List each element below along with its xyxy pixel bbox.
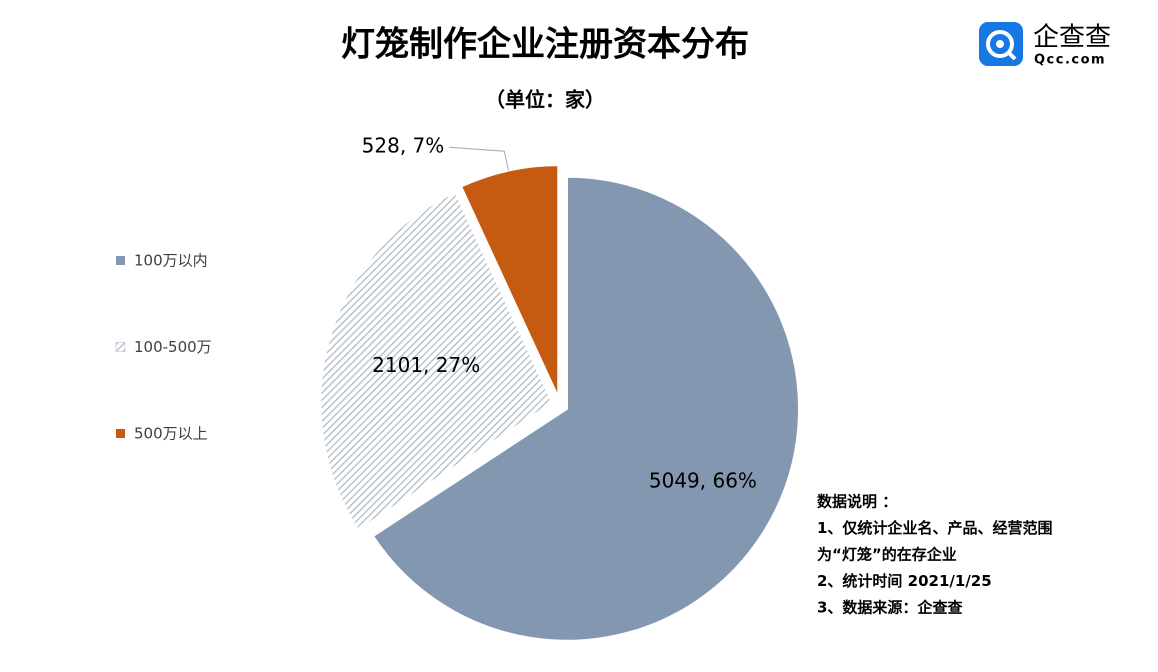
legend-label: 100-500万 (134, 338, 212, 356)
note-line: 为“灯笼”的在存企业 (817, 546, 957, 564)
logo-text: 企查查 (1033, 23, 1111, 53)
note-line: 2、统计时间 2021/1/25 (817, 572, 992, 590)
legend-marker (115, 342, 126, 352)
pie-slice (371, 175, 801, 642)
note-line: 1、仅统计企业名、产品、经营范围 (817, 519, 1052, 537)
legend-marker (116, 256, 125, 265)
pie-slice (459, 164, 560, 398)
legend-label: 500万以上 (134, 425, 208, 443)
legend-label: 100万以内 (134, 252, 208, 270)
data-label: 5049, 66% (649, 469, 757, 493)
chart-subtitle: （单位：家） (485, 88, 605, 112)
legend-marker (116, 429, 125, 438)
logo-tail (1006, 50, 1017, 61)
chart-title: 灯笼制作企业注册资本分布 (341, 25, 749, 65)
note-line: 数据说明 ： (817, 493, 897, 511)
logo-dot (996, 40, 1004, 48)
logo-subtext: Qcc.com (1034, 53, 1106, 68)
logo: 企查查 Qcc.com (979, 22, 1111, 68)
data-label: 528, 7% (362, 134, 445, 158)
note-line: 3、数据来源：企查查 (817, 599, 963, 617)
data-label: 2101, 27% (372, 353, 480, 377)
leader-line (449, 146, 510, 171)
pie-slice (319, 190, 554, 532)
logo-ring (986, 30, 1014, 58)
